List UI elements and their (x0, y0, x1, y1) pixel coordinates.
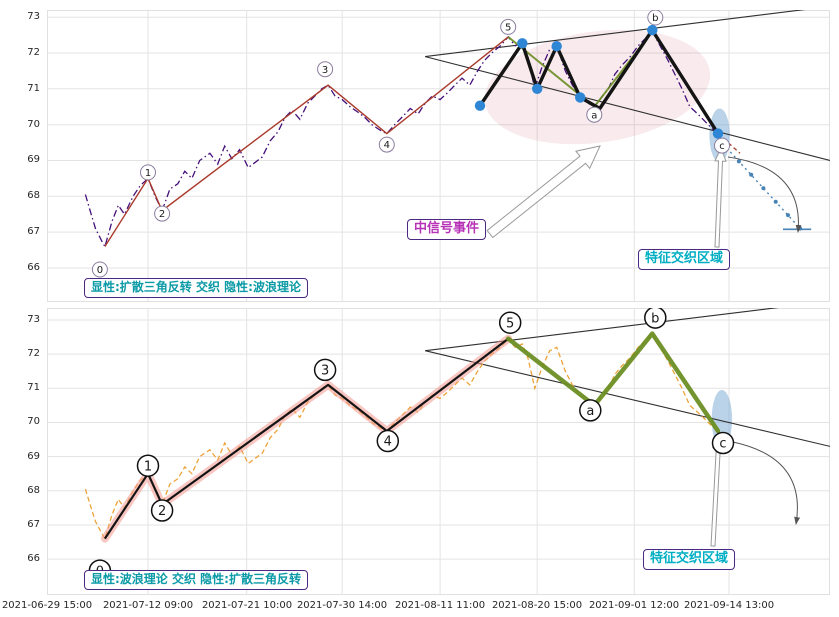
impulse-wave-line (103, 337, 509, 540)
wave-label: 5 (505, 23, 511, 34)
feature-zone-label-bottom: 特征交织区域 (643, 549, 736, 571)
wave-label-circle (714, 137, 730, 154)
y-tick-label: 66 (27, 262, 40, 273)
curved-arrow (732, 441, 801, 525)
x-tick-label: 2021-08-11 11:00 (394, 600, 486, 611)
wave-label: 3 (322, 65, 328, 76)
x-tick-label: 2021-06-29 15:00 (1, 600, 93, 611)
y-tick-label: 70 (27, 119, 40, 130)
impulse-wave-line (104, 36, 509, 247)
wave-label: 1 (144, 459, 152, 474)
expanding-triangle-trendline (425, 10, 806, 58)
signal-event-label: 中信号事件 (407, 219, 487, 241)
forecast-marker (761, 186, 766, 191)
forecast-marker (773, 199, 778, 204)
wave-label-circle (647, 10, 664, 26)
wave-label: a (591, 110, 597, 121)
wave-label-circle (313, 358, 337, 382)
panel-caption-bottom: 显性:波浪理论 交织 隐性:扩散三角反转 (84, 570, 308, 590)
signal-event-arrow (486, 145, 601, 239)
y-tick-label: 68 (27, 190, 40, 201)
corrective-wave-line (505, 331, 721, 434)
wave-label-circle (378, 136, 395, 153)
x-tick-label: 2021-09-14 13:00 (683, 600, 775, 611)
wave-label: 1 (145, 168, 151, 179)
wave-label-circle (376, 429, 400, 453)
wave-label: 0 (97, 265, 103, 276)
signal-event-dot (551, 41, 562, 52)
signal-event-dot (474, 100, 486, 111)
y-tick-label: 69 (27, 154, 40, 165)
wave-label-circle (136, 454, 160, 477)
signal-event-dot (575, 92, 586, 103)
wave-label: 5 (506, 316, 514, 331)
panel-caption-top: 显性:扩散三角反转 交织 隐性:波浪理论 (84, 278, 308, 298)
wave-label-circle (498, 311, 522, 334)
x-tick-label: 2021-08-20 15:00 (491, 600, 583, 611)
expanding-triangle-trendline (425, 56, 830, 162)
x-tick-label: 2021-07-21 10:00 (201, 600, 293, 611)
wave-label: c (719, 141, 725, 152)
forecast-marker (786, 213, 790, 218)
wave-label-circle (644, 308, 667, 329)
chart-panel-top: 0 1 2 3 4 5 a b c (47, 10, 830, 302)
forecast-marker (736, 159, 741, 164)
y-tick-label: 71 (27, 382, 40, 393)
y-tick-label: 72 (27, 348, 40, 359)
wave-label-circle (500, 18, 517, 35)
y-tick-label: 73 (27, 314, 40, 325)
feature-zone-label-top: 特征交织区域 (638, 249, 731, 271)
wave-label: 3 (321, 364, 329, 379)
wave-label-circle (711, 431, 735, 455)
wave-label: b (651, 311, 659, 326)
wave-label-circle (91, 261, 108, 278)
signal-path (478, 28, 720, 136)
signal-event-dot (532, 83, 543, 95)
wave-label-circle (317, 61, 334, 78)
y-tick-label: 67 (27, 519, 40, 530)
wave-label-circle (150, 499, 174, 522)
x-tick-label: 2021-07-12 09:00 (102, 600, 194, 611)
wave-label: 4 (384, 140, 390, 151)
panel-border (47, 10, 830, 302)
feature-zone-arrow (714, 146, 727, 248)
y-tick-label: 67 (27, 226, 40, 237)
wave-label: b (652, 13, 658, 24)
wave-label: a (586, 404, 594, 419)
y-tick-label: 71 (27, 83, 40, 94)
panel-border (47, 308, 830, 595)
wave-label: 2 (159, 209, 165, 220)
signal-event-dot (647, 24, 658, 36)
y-tick-label: 72 (27, 47, 40, 58)
wave-label: 2 (158, 504, 166, 519)
x-tick-label: 2021-07-30 14:00 (296, 600, 388, 611)
signal-event-dot (517, 38, 528, 49)
forecast-marker (749, 172, 754, 177)
x-tick-label: 2021-09-01 12:00 (588, 600, 680, 611)
y-tick-label: 69 (27, 451, 40, 462)
wave-label-circle (586, 106, 603, 123)
y-tick-label: 70 (27, 416, 40, 427)
signal-event-dot (712, 128, 724, 139)
curved-arrow (727, 156, 802, 233)
price-line (84, 30, 726, 249)
expanding-triangle-trendline (425, 350, 830, 447)
wave-label-circle (579, 399, 602, 422)
wave-label-circle (154, 205, 171, 222)
wave-label: c (719, 437, 726, 452)
wave-label: 4 (384, 435, 392, 450)
y-tick-label: 68 (27, 485, 40, 496)
y-tick-label: 73 (27, 11, 40, 22)
expanding-triangle-trendline (425, 308, 779, 352)
y-tick-label: 66 (27, 553, 40, 564)
wave-label-circle (140, 164, 156, 181)
price-line (84, 332, 726, 541)
